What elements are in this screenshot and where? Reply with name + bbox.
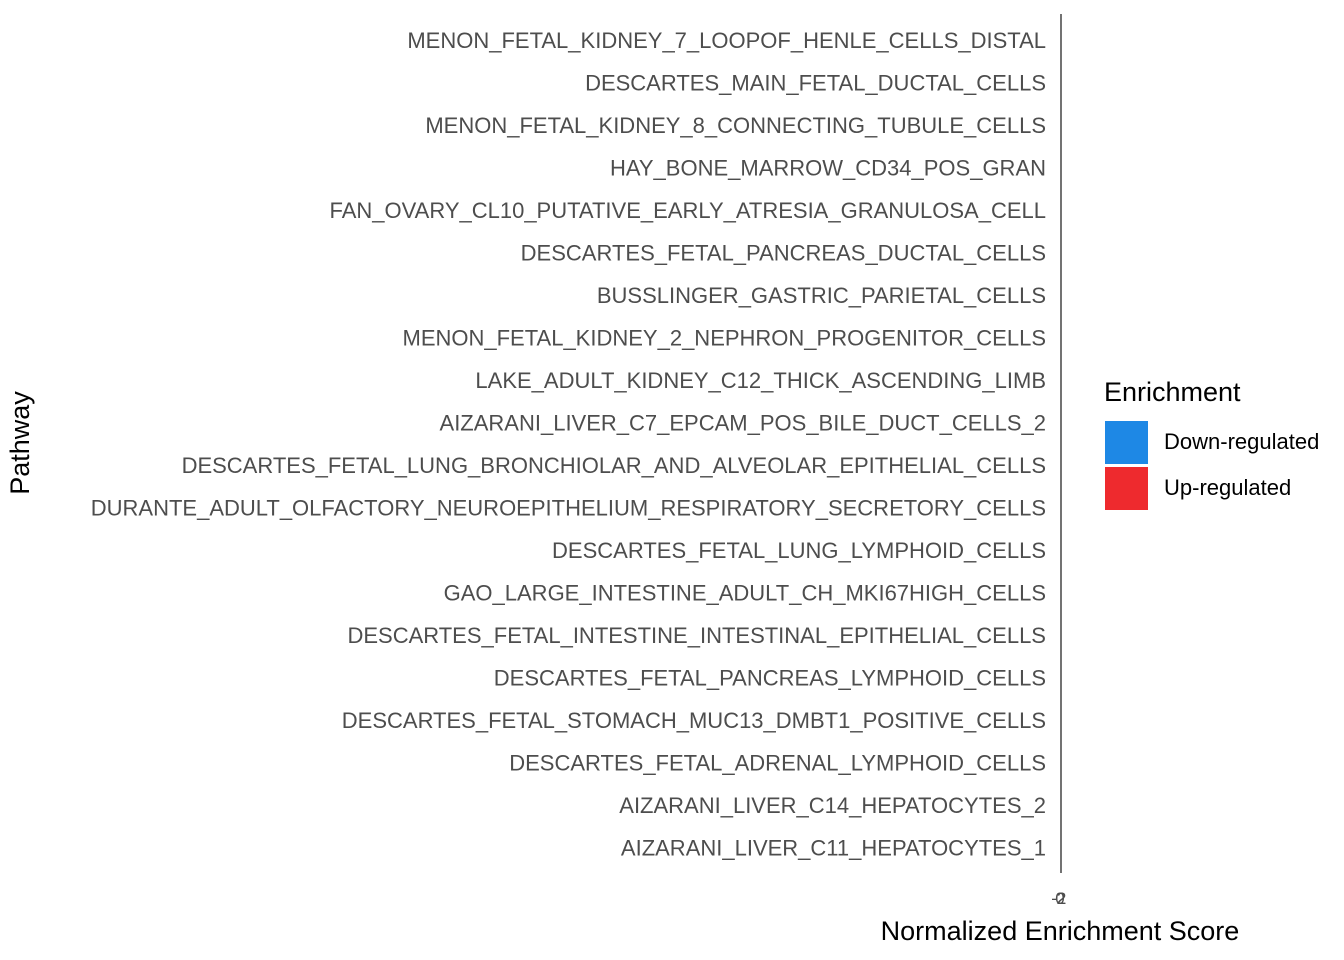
x-axis-title: Normalized Enrichment Score — [881, 916, 1240, 946]
y-tick-label: MENON_FETAL_KIDNEY_7_LOOPOF_HENLE_CELLS_… — [407, 28, 1046, 53]
y-tick-label: BUSSLINGER_GASTRIC_PARIETAL_CELLS — [597, 283, 1046, 308]
x-tick-labels: -202 — [1051, 889, 1066, 908]
y-tick-label: DESCARTES_FETAL_STOMACH_MUC13_DMBT1_POSI… — [342, 708, 1046, 733]
y-tick-label: AIZARANI_LIVER_C7_EPCAM_POS_BILE_DUCT_CE… — [440, 410, 1046, 435]
legend-swatch — [1105, 421, 1148, 464]
y-tick-label: DESCARTES_MAIN_FETAL_DUCTAL_CELLS — [585, 70, 1046, 95]
y-tick-label: MENON_FETAL_KIDNEY_2_NEPHRON_PROGENITOR_… — [403, 325, 1047, 350]
y-tick-label: FAN_OVARY_CL10_PUTATIVE_EARLY_ATRESIA_GR… — [329, 198, 1046, 223]
y-axis-title: Pathway — [5, 391, 35, 495]
y-tick-label: HAY_BONE_MARROW_CD34_POS_GRAN — [610, 155, 1046, 180]
legend-swatch — [1105, 467, 1148, 510]
y-tick-label: DESCARTES_FETAL_LUNG_BRONCHIOLAR_AND_ALV… — [182, 453, 1046, 478]
y-tick-label: AIZARANI_LIVER_C11_HEPATOCYTES_1 — [621, 835, 1046, 860]
y-tick-label: DESCARTES_FETAL_ADRENAL_LYMPHOID_CELLS — [509, 750, 1046, 775]
y-tick-label: GAO_LARGE_INTESTINE_ADULT_CH_MKI67HIGH_C… — [444, 580, 1046, 605]
x-tick-label: -2 — [1051, 889, 1066, 908]
y-tick-label: DESCARTES_FETAL_PANCREAS_LYMPHOID_CELLS — [494, 665, 1046, 690]
legend-entries: Down-regulated Up-regulated — [1105, 421, 1319, 510]
y-tick-label: DESCARTES_FETAL_INTESTINE_INTESTINAL_EPI… — [347, 623, 1046, 648]
y-tick-label: AIZARANI_LIVER_C14_HEPATOCYTES_2 — [619, 793, 1046, 818]
legend-label: Up-regulated — [1164, 475, 1291, 500]
y-tick-label: DURANTE_ADULT_OLFACTORY_NEUROEPITHELIUM_… — [91, 495, 1046, 520]
legend-title: Enrichment — [1104, 377, 1241, 407]
y-tick-labels: MENON_FETAL_KIDNEY_7_LOOPOF_HENLE_CELLS_… — [91, 28, 1046, 861]
legend-label: Down-regulated — [1164, 429, 1319, 454]
y-tick-label: MENON_FETAL_KIDNEY_8_CONNECTING_TUBULE_C… — [425, 113, 1046, 138]
y-tick-label: DESCARTES_FETAL_PANCREAS_DUCTAL_CELLS — [521, 240, 1046, 265]
x-tick-label: 2 — [1056, 889, 1065, 908]
y-tick-label: DESCARTES_FETAL_LUNG_LYMPHOID_CELLS — [552, 538, 1046, 563]
legend: Enrichment Down-regulated Up-regulated — [1104, 377, 1319, 510]
y-tick-label: LAKE_ADULT_KIDNEY_C12_THICK_ASCENDING_LI… — [475, 368, 1046, 393]
x-tick-label: 0 — [1055, 889, 1064, 908]
